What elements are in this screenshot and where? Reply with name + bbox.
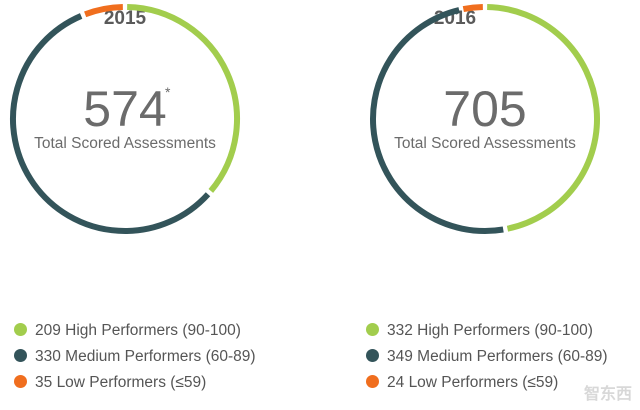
legend-item: 209 High Performers (90-100) xyxy=(14,318,256,344)
legend-dot-icon xyxy=(366,375,379,388)
legend-value: 209 xyxy=(35,322,66,339)
legend-value: 35 xyxy=(35,374,57,391)
legend-dot-icon xyxy=(366,323,379,336)
legend-label: High Performers (90-100) xyxy=(65,322,241,339)
legend-item: 330 Medium Performers (60-89) xyxy=(14,344,256,370)
legend-label: Medium Performers (60-89) xyxy=(65,348,256,365)
chart-title: 2015 xyxy=(103,8,147,29)
donut-segment xyxy=(487,4,600,232)
chart-2015: 2015 574 * Total Scored Assessments 209 Hi… xyxy=(10,4,256,396)
total-label: Total Scored Assessments xyxy=(34,135,216,152)
legend-label: Medium Performers (60-89) xyxy=(417,348,608,365)
watermark-logo: 智东西 xyxy=(583,386,632,403)
legend: 332 High Performers (90-100) 349 Medium P… xyxy=(366,318,608,396)
donut-segment xyxy=(10,13,211,234)
donut-chart: 574* Total Scored Assessments xyxy=(10,4,240,234)
chart-2016: 2016 705 Total Scored Assessments 332 Hig… xyxy=(320,0,640,410)
legend-dot-icon xyxy=(14,375,27,388)
legend: 209 High Performers (90-100) 330 Medium P… xyxy=(14,318,256,396)
legend-dot-icon xyxy=(14,349,27,362)
total-value: 705 xyxy=(443,81,526,137)
legend-value: 349 xyxy=(387,348,418,365)
donut-segment xyxy=(127,4,240,193)
total-value: 574 xyxy=(83,81,166,137)
legend-value: 24 xyxy=(387,374,409,391)
total-label: Total Scored Assessments xyxy=(394,135,576,152)
donut-segment xyxy=(84,4,123,18)
donut-segment xyxy=(462,4,483,13)
legend-dot-icon xyxy=(366,349,379,362)
legend-item: 349 Medium Performers (60-89) xyxy=(366,344,608,370)
legend-value: 330 xyxy=(35,348,66,365)
legend-label: Low Performers (≤59) xyxy=(408,374,559,391)
legend-item: 24 Low Performers (≤59) xyxy=(366,370,608,396)
donut-segment xyxy=(370,7,504,234)
legend-value: 332 xyxy=(387,322,418,339)
footnote-marker: * xyxy=(165,84,171,100)
legend-label: Low Performers (≤59) xyxy=(56,374,207,391)
legend-dot-icon xyxy=(14,323,27,336)
legend-item: 35 Low Performers (≤59) xyxy=(14,370,256,396)
legend-label: High Performers (90-100) xyxy=(417,322,593,339)
legend-item: 332 High Performers (90-100) xyxy=(366,318,608,344)
